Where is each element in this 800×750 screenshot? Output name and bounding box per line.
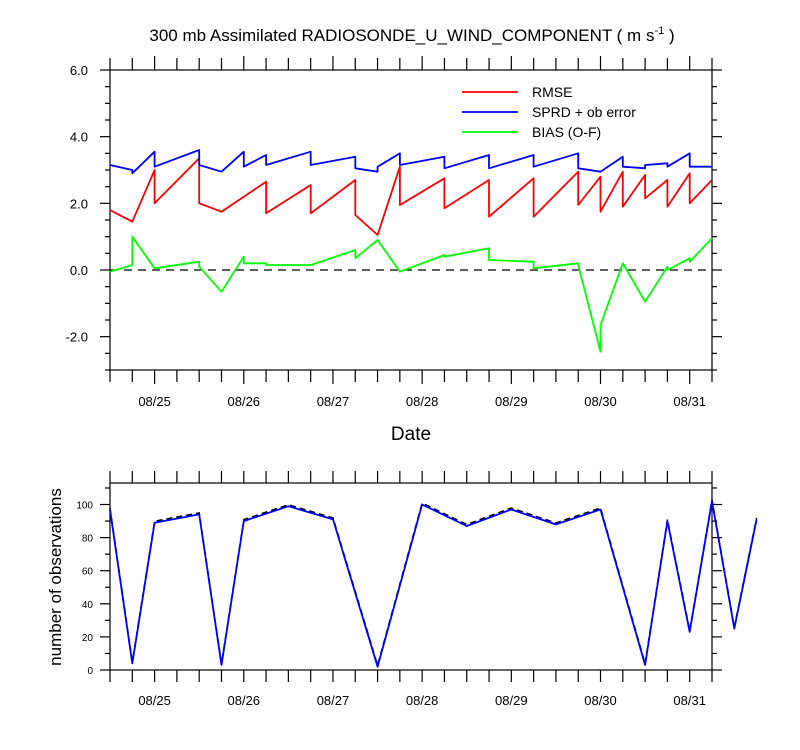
bottom-x-tick-label: 08/25 (138, 693, 171, 708)
chart-title: 300 mb Assimilated RADIOSONDE_U_WIND_COM… (149, 25, 674, 45)
top-y-tick-label: 4.0 (70, 130, 88, 145)
legend-label-bias: BIAS (O-F) (532, 124, 601, 140)
bottom-plot-frame (109, 482, 713, 671)
series-line-sprd-ob-error (109, 149, 712, 175)
top-y-tick-label: 6.0 (70, 63, 88, 78)
bottom-y-tick-label: 100 (76, 501, 93, 512)
bottom-y-tick-label: 40 (82, 600, 94, 611)
bottom-y-tick-label: 20 (82, 633, 94, 644)
legend-item-rmse: RMSE (462, 84, 572, 100)
bottom-y-tick-label: 80 (82, 534, 94, 545)
top-x-tick-label: 08/31 (673, 394, 706, 409)
bottom-plot-ticks (100, 471, 722, 682)
series-line-bias-o-f- (109, 235, 713, 353)
x-axis-label: Date (391, 424, 431, 445)
top-x-tick-label: 08/28 (406, 394, 439, 409)
top-plot-series (109, 149, 713, 353)
top-y-tick-label: 2.0 (70, 196, 88, 211)
bottom-plot-x-tick-labels: 08/25 08/26 08/27 08/28 08/29 08/30 08/31 (138, 693, 706, 708)
series-line-observations-dashed (109, 499, 758, 668)
bottom-x-tick-label: 08/29 (495, 693, 528, 708)
chart-title-suffix: ) (664, 26, 674, 45)
bottom-x-tick-label: 08/26 (228, 693, 261, 708)
chart-title-units-superscript: -1 (654, 25, 664, 37)
legend-label-rmse: RMSE (532, 84, 572, 100)
bottom-x-tick-label: 08/30 (584, 693, 617, 708)
bottom-plot-series (109, 499, 758, 668)
top-plot: -2.00.02.04.06.0 08/25 08/26 08/27 08/28 08/… (66, 56, 722, 445)
series-line-rmse (109, 157, 713, 236)
bottom-x-tick-label: 08/31 (673, 693, 706, 708)
top-plot-x-tick-labels: 08/25 08/26 08/27 08/28 08/29 08/30 08/31 (138, 394, 706, 409)
bottom-plot-y-tick-labels: 0 20 40 60 80 100 (76, 501, 93, 677)
chart-title-main: 300 mb Assimilated RADIOSONDE_U_WIND_COM… (149, 26, 654, 45)
top-x-tick-label: 08/29 (495, 394, 528, 409)
top-x-tick-label: 08/27 (317, 394, 350, 409)
legend-label-sprd: SPRD + ob error (532, 104, 636, 120)
bottom-x-tick-label: 08/27 (317, 693, 350, 708)
bottom-x-tick-label: 08/28 (406, 693, 439, 708)
top-y-tick-label: -2.0 (66, 330, 88, 345)
series-line-observations (109, 500, 758, 668)
y-axis-label-observations: number of observations (46, 488, 65, 666)
top-plot-ticks (100, 56, 722, 384)
top-x-tick-label: 08/26 (228, 394, 261, 409)
legend-item-sprd: SPRD + ob error (462, 104, 636, 120)
top-plot-y-tick-labels: -2.0 0.0 2.0 4.0 6.0 (66, 63, 88, 345)
legend: RMSE SPRD + ob error BIAS (O-F) (462, 84, 636, 140)
top-y-tick-label: 0.0 (70, 263, 88, 278)
bottom-y-tick-label: 60 (82, 567, 94, 578)
legend-item-bias: BIAS (O-F) (462, 124, 601, 140)
top-x-tick-label: 08/25 (138, 394, 171, 409)
top-x-tick-label: 08/30 (584, 394, 617, 409)
bottom-y-tick-label: 0 (87, 666, 93, 677)
